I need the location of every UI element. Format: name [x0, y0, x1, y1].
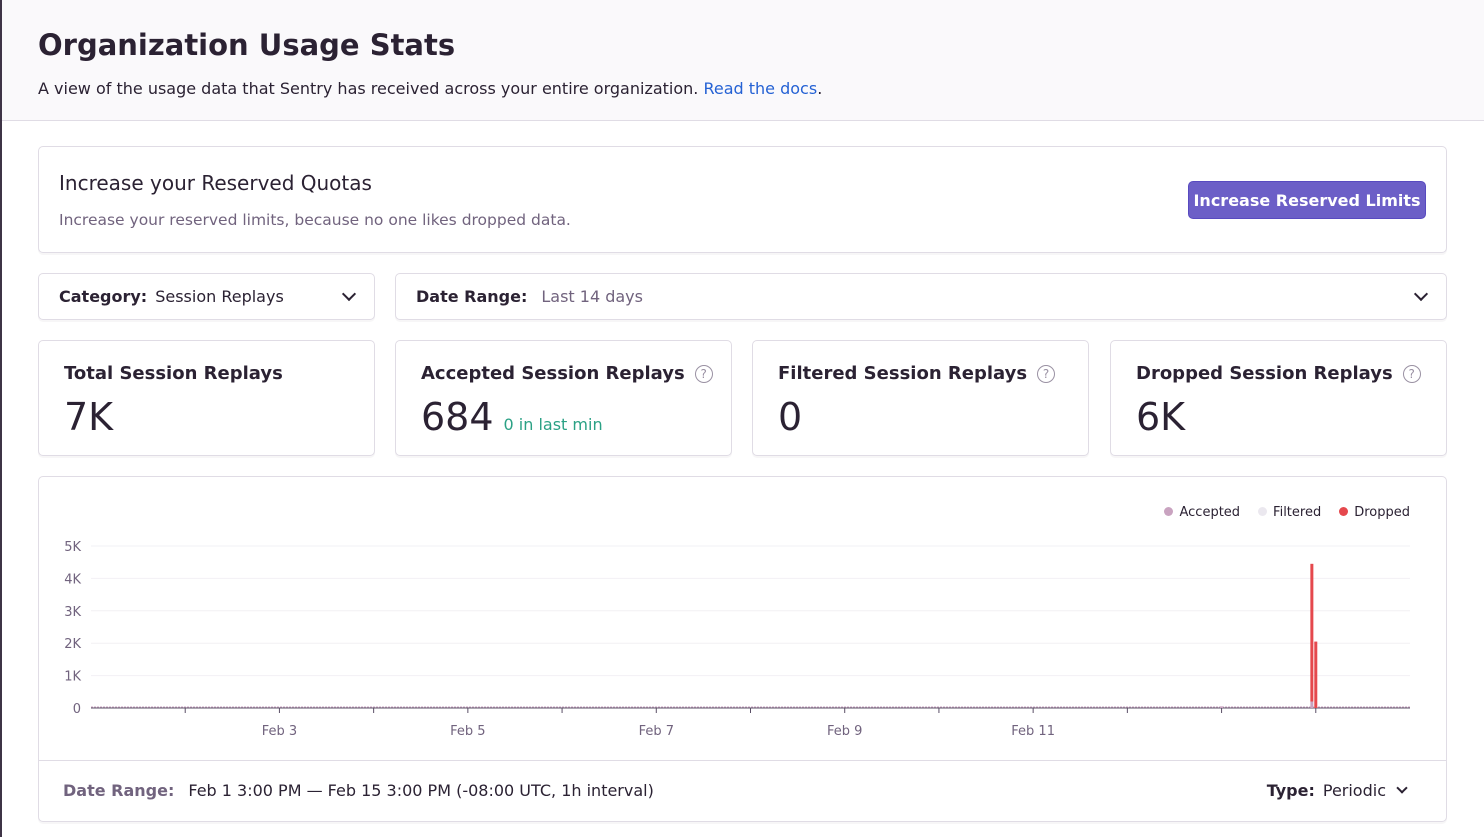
y-tick-label: 0 [73, 702, 81, 717]
x-tick-label: Feb 3 [262, 724, 297, 739]
y-tick-label: 1K [64, 670, 81, 685]
increase-reserved-limits-button[interactable]: Increase Reserved Limits [1188, 181, 1426, 219]
filtered-dot-icon [1258, 507, 1268, 516]
help-icon[interactable]: ? [1037, 364, 1056, 383]
date-range-value: Last 14 days [541, 287, 643, 306]
quota-text: Increase your reserved limits, because n… [59, 211, 571, 229]
page-header: Organization Usage Stats A view of the u… [2, 0, 1484, 121]
footer-date-label: Date Range: [63, 781, 175, 800]
stat-filtered: Filtered Session Replays? 0 [752, 340, 1089, 456]
usage-chart: 0 1K 2K 3K 4K 5K Feb 3 Feb 5 Feb 7 Feb 9 Feb 11 [64, 540, 1410, 739]
stat-value: 7K [64, 395, 114, 439]
page-subtitle: A view of the usage data that Sentry has… [38, 79, 822, 98]
type-select[interactable]: Type: Periodic [1266, 781, 1408, 800]
type-value: Periodic [1322, 781, 1386, 800]
bar-dropped [1310, 563, 1314, 702]
stat-label: Filtered Session Replays [778, 363, 1028, 384]
stat-dropped: Dropped Session Replays? 6K [1110, 340, 1447, 456]
docs-link[interactable]: Read the docs [703, 79, 818, 98]
subtitle-text: A view of the usage data that Sentry has… [38, 79, 704, 98]
stat-label: Accepted Session Replays [421, 363, 685, 384]
bar-accepted [1220, 706, 1224, 708]
chevron-down-icon [341, 286, 357, 301]
bar-dropped [1314, 641, 1318, 708]
y-tick-label: 4K [64, 572, 81, 587]
page-title: Organization Usage Stats [38, 28, 456, 62]
x-tick-label: Feb 9 [827, 724, 862, 739]
chart-legend: Accepted Filtered Dropped [1164, 505, 1410, 520]
accepted-dot-icon [1164, 507, 1174, 516]
legend-label: Dropped [1354, 505, 1410, 520]
chevron-down-icon [1413, 286, 1429, 301]
sidebar-edge [0, 0, 2, 837]
stat-accepted: Accepted Session Replays? 684 0 in last m… [395, 340, 732, 456]
quota-banner: Increase your Reserved Quotas Increase y… [38, 146, 1447, 253]
subtitle-period: . [817, 79, 823, 98]
stat-value: 684 [421, 395, 494, 439]
stat-label: Total Session Replays [64, 363, 283, 384]
bar-accepted [1310, 701, 1314, 708]
type-label: Type: [1266, 781, 1315, 800]
footer-date-value: Feb 1 3:00 PM — Feb 15 3:00 PM (-08:00 U… [188, 781, 654, 800]
help-icon[interactable]: ? [694, 364, 713, 383]
date-range-select[interactable]: Date Range: Last 14 days [395, 273, 1447, 320]
y-tick-label: 2K [64, 637, 81, 652]
stat-last-min: 0 in last min [503, 415, 603, 434]
category-value: Session Replays [155, 287, 284, 306]
help-icon[interactable]: ? [1402, 364, 1421, 383]
category-select[interactable]: Category: Session Replays [38, 273, 375, 320]
stat-value: 0 [778, 395, 803, 439]
x-tick-label: Feb 7 [639, 724, 674, 739]
usage-chart-card: Accepted Filtered Dropped 0 1K 2K 3K 4K 5K Feb… [38, 476, 1447, 822]
quota-title: Increase your Reserved Quotas [59, 171, 372, 195]
x-tick-label: Feb 11 [1011, 724, 1055, 739]
legend-filtered[interactable]: Filtered [1258, 505, 1321, 520]
stat-value: 6K [1136, 395, 1186, 439]
y-tick-label: 5K [64, 540, 81, 555]
dropped-dot-icon [1339, 507, 1349, 516]
chevron-down-icon [1396, 782, 1408, 794]
category-label: Category: [59, 287, 148, 306]
y-tick-label: 3K [64, 605, 81, 620]
chart-footer: Date Range: Feb 1 3:00 PM — Feb 15 3:00 P… [39, 760, 1446, 821]
stat-label: Dropped Session Replays [1136, 363, 1393, 384]
x-tick-label: Feb 5 [450, 724, 485, 739]
legend-label: Accepted [1179, 505, 1241, 520]
legend-label: Filtered [1273, 505, 1322, 520]
legend-accepted[interactable]: Accepted [1164, 505, 1240, 520]
legend-dropped[interactable]: Dropped [1339, 505, 1410, 520]
date-range-label: Date Range: [416, 287, 528, 306]
stat-total: Total Session Replays 7K [38, 340, 375, 456]
